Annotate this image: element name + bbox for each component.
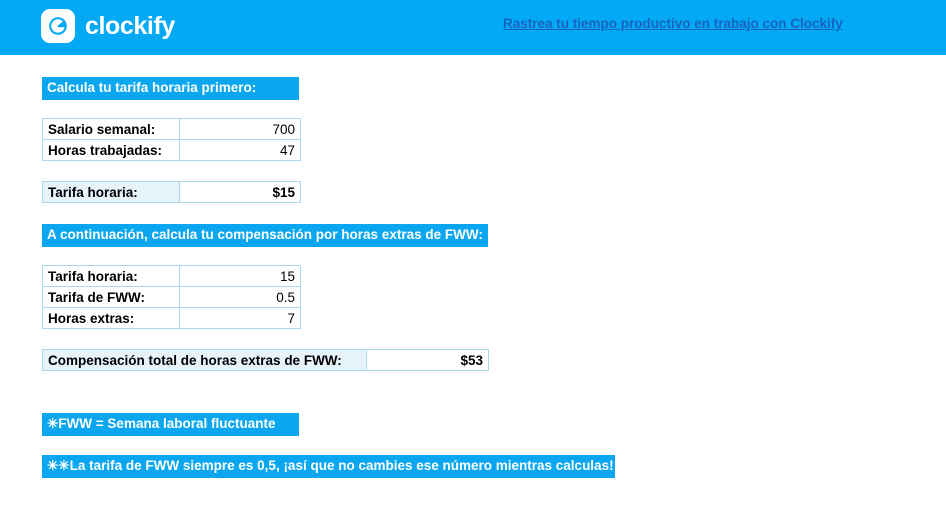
brand-name: clockify xyxy=(85,11,175,40)
clockify-logo[interactable]: clockify xyxy=(41,9,175,43)
hourly-rate-label: Tarifa horaria: xyxy=(42,181,180,203)
hourly-rate-result-table: Tarifa horaria: $15 xyxy=(42,181,301,203)
table-row: Horas extras: 7 xyxy=(42,307,301,329)
table-row: Compensación total de horas extras de FW… xyxy=(42,349,489,371)
footnote-fww-rate-warning: ✳✳La tarifa de FWW siempre es 0,5, ¡así … xyxy=(42,455,615,478)
fww-rate-value[interactable]: 0.5 xyxy=(179,286,301,308)
fww-total-label: Compensación total de horas extras de FW… xyxy=(42,349,367,371)
promo-link[interactable]: Rastrea tu tiempo productivo en trabajo … xyxy=(503,16,843,31)
fww-total-table: Compensación total de horas extras de FW… xyxy=(42,349,489,371)
fww-hourly-rate-label: Tarifa horaria: xyxy=(42,265,180,287)
hours-worked-value[interactable]: 47 xyxy=(179,139,301,161)
fww-total-value: $53 xyxy=(366,349,489,371)
table-row: Salario semanal: 700 xyxy=(42,118,301,140)
clockify-clock-icon xyxy=(41,9,75,43)
fww-input-table: Tarifa horaria: 15 Tarifa de FWW: 0.5 Ho… xyxy=(42,265,301,329)
spreadsheet-body: Calcula tu tarifa horaria primero: Salar… xyxy=(0,55,946,506)
hourly-rate-input-table: Salario semanal: 700 Horas trabajadas: 4… xyxy=(42,118,301,161)
table-row: Tarifa horaria: 15 xyxy=(42,265,301,287)
table-row: Tarifa horaria: $15 xyxy=(42,181,301,203)
fww-rate-label: Tarifa de FWW: xyxy=(42,286,180,308)
weekly-salary-value[interactable]: 700 xyxy=(179,118,301,140)
footnote-fww-definition: ✳FWW = Semana laboral fluctuante xyxy=(42,413,299,436)
weekly-salary-label: Salario semanal: xyxy=(42,118,180,140)
hours-worked-label: Horas trabajadas: xyxy=(42,139,180,161)
fww-hourly-rate-value[interactable]: 15 xyxy=(179,265,301,287)
overtime-hours-value[interactable]: 7 xyxy=(179,307,301,329)
app-header: clockify Rastrea tu tiempo productivo en… xyxy=(0,0,946,55)
section2-banner: A continuación, calcula tu compensación … xyxy=(42,224,488,247)
hourly-rate-value: $15 xyxy=(179,181,301,203)
table-row: Horas trabajadas: 47 xyxy=(42,139,301,161)
table-row: Tarifa de FWW: 0.5 xyxy=(42,286,301,308)
overtime-hours-label: Horas extras: xyxy=(42,307,180,329)
section1-banner: Calcula tu tarifa horaria primero: xyxy=(42,77,299,100)
